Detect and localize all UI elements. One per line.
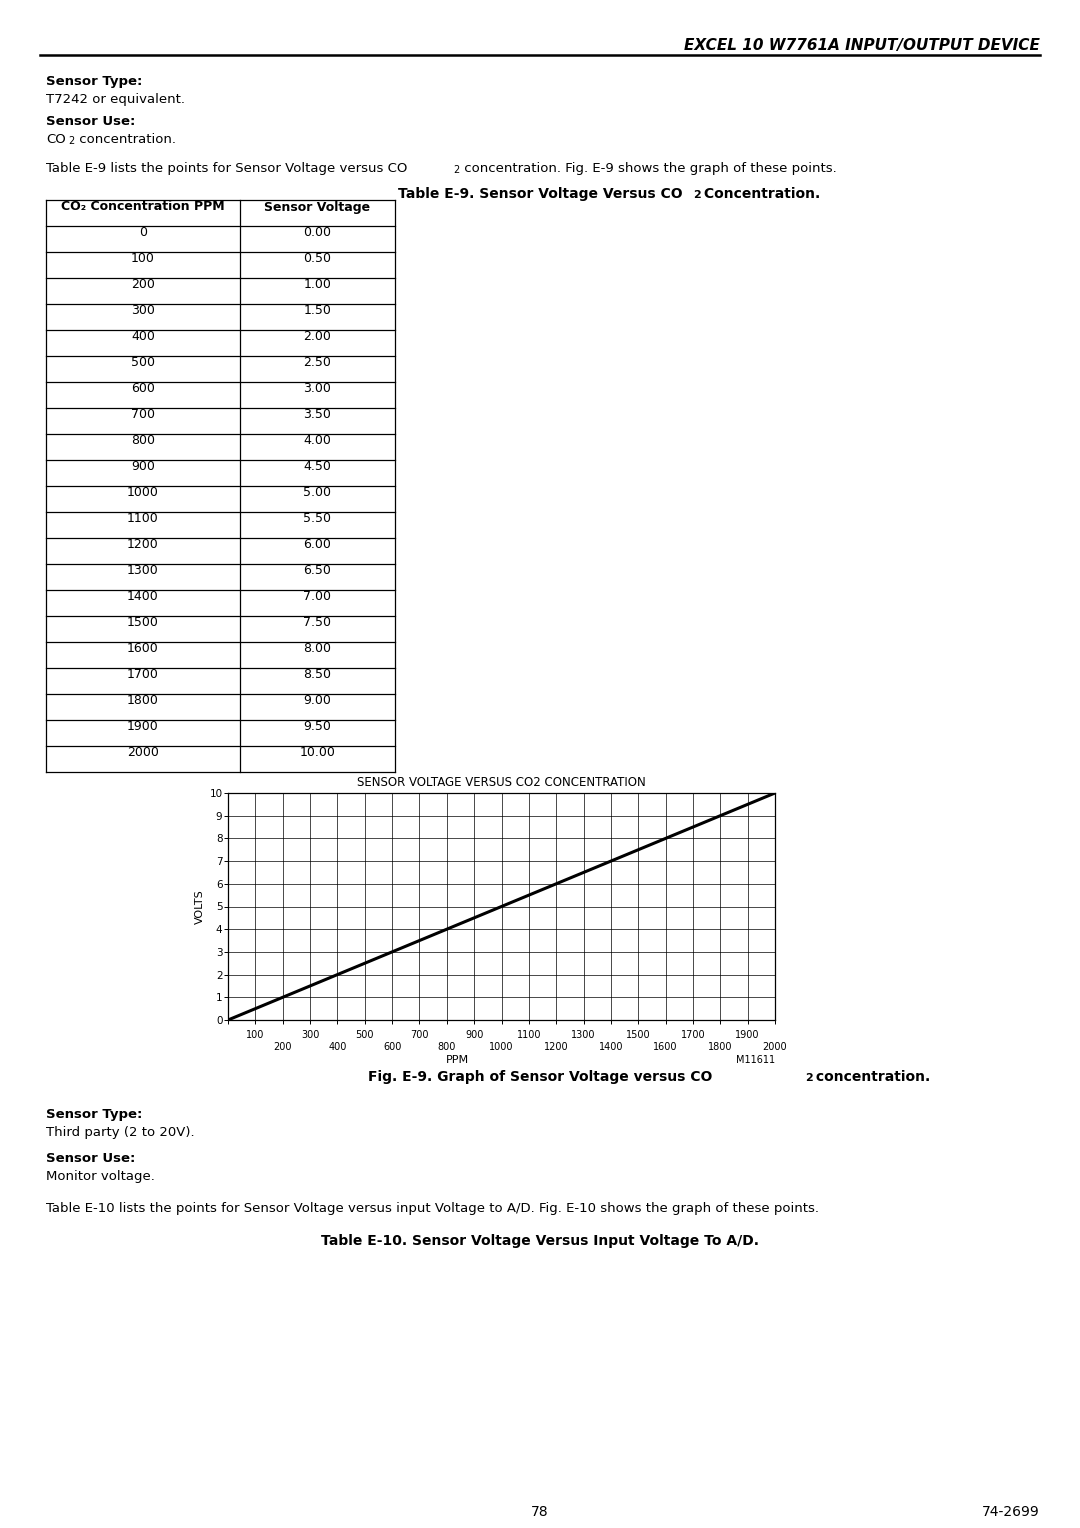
Text: 400: 400: [131, 330, 154, 344]
Text: 2.00: 2.00: [303, 330, 332, 344]
Text: 5.00: 5.00: [303, 486, 332, 500]
Text: 700: 700: [131, 408, 156, 422]
Text: 3.50: 3.50: [303, 408, 332, 422]
Text: 1800: 1800: [127, 695, 159, 707]
Text: 800: 800: [437, 1042, 456, 1051]
Text: Table E-10. Sensor Voltage Versus Input Voltage To A/D.: Table E-10. Sensor Voltage Versus Input …: [321, 1235, 759, 1248]
Text: 2.50: 2.50: [303, 356, 332, 370]
Text: 1500: 1500: [127, 616, 159, 630]
Text: Sensor Type:: Sensor Type:: [46, 75, 143, 89]
Text: 1300: 1300: [127, 564, 159, 578]
Text: 78: 78: [531, 1505, 549, 1519]
Text: 600: 600: [383, 1042, 402, 1051]
Text: T7242 or equivalent.: T7242 or equivalent.: [46, 93, 185, 105]
Text: Table E-9 lists the points for Sensor Voltage versus CO: Table E-9 lists the points for Sensor Vo…: [46, 162, 407, 176]
Text: Table E-10 lists the points for Sensor Voltage versus input Voltage to A/D. Fig.: Table E-10 lists the points for Sensor V…: [46, 1203, 819, 1215]
Text: 0: 0: [139, 226, 147, 240]
Text: 300: 300: [131, 304, 154, 318]
Text: 1000: 1000: [127, 486, 159, 500]
Text: 900: 900: [131, 460, 154, 474]
Text: 8.50: 8.50: [303, 669, 332, 681]
Text: 2: 2: [68, 136, 75, 147]
Text: 1700: 1700: [680, 1030, 705, 1041]
Text: 1600: 1600: [127, 642, 159, 656]
Text: 1800: 1800: [708, 1042, 732, 1051]
Text: 6.00: 6.00: [303, 538, 332, 552]
Text: 1.50: 1.50: [303, 304, 332, 318]
Text: 500: 500: [131, 356, 156, 370]
Text: 1200: 1200: [544, 1042, 568, 1051]
Text: 1000: 1000: [489, 1042, 514, 1051]
Text: 1500: 1500: [626, 1030, 650, 1041]
Text: Table E-9. Sensor Voltage Versus CO: Table E-9. Sensor Voltage Versus CO: [397, 186, 683, 202]
Text: 400: 400: [328, 1042, 347, 1051]
Text: 5.50: 5.50: [303, 512, 332, 526]
Text: CO₂ Concentration PPM: CO₂ Concentration PPM: [62, 200, 225, 214]
Text: 100: 100: [131, 252, 154, 266]
Text: Sensor Type:: Sensor Type:: [46, 1108, 143, 1122]
Text: 1.00: 1.00: [303, 278, 332, 292]
Text: 0.00: 0.00: [303, 226, 332, 240]
Text: 200: 200: [273, 1042, 292, 1051]
Text: 300: 300: [301, 1030, 320, 1041]
Text: 1400: 1400: [127, 590, 159, 604]
Text: 600: 600: [131, 382, 154, 396]
Text: 2000: 2000: [127, 747, 159, 759]
Text: 6.50: 6.50: [303, 564, 332, 578]
Text: 4.50: 4.50: [303, 460, 332, 474]
Text: 2: 2: [805, 1073, 813, 1083]
Text: 1100: 1100: [127, 512, 159, 526]
Text: 200: 200: [131, 278, 154, 292]
Text: 1700: 1700: [127, 669, 159, 681]
Text: Sensor Use:: Sensor Use:: [46, 1152, 135, 1164]
Text: Sensor Voltage: Sensor Voltage: [265, 200, 370, 214]
Text: PPM: PPM: [446, 1054, 470, 1065]
Text: 1200: 1200: [127, 538, 159, 552]
Text: 1600: 1600: [653, 1042, 678, 1051]
Text: 1100: 1100: [516, 1030, 541, 1041]
Text: 1300: 1300: [571, 1030, 596, 1041]
Text: 700: 700: [410, 1030, 429, 1041]
Text: 8.00: 8.00: [303, 642, 332, 656]
Text: 2: 2: [693, 189, 701, 200]
Text: 2: 2: [453, 165, 459, 176]
Text: EXCEL 10 W7761A INPUT/OUTPUT DEVICE: EXCEL 10 W7761A INPUT/OUTPUT DEVICE: [684, 38, 1040, 53]
Text: Concentration.: Concentration.: [699, 186, 820, 202]
Text: Sensor Use:: Sensor Use:: [46, 115, 135, 128]
Text: 3.00: 3.00: [303, 382, 332, 396]
Text: 10.00: 10.00: [299, 747, 336, 759]
Text: concentration.: concentration.: [811, 1070, 930, 1083]
Text: Monitor voltage.: Monitor voltage.: [46, 1170, 154, 1183]
Text: 100: 100: [246, 1030, 265, 1041]
Text: 1900: 1900: [735, 1030, 760, 1041]
Text: 0.50: 0.50: [303, 252, 332, 266]
Text: concentration. Fig. E-9 shows the graph of these points.: concentration. Fig. E-9 shows the graph …: [460, 162, 837, 176]
Text: 7.50: 7.50: [303, 616, 332, 630]
Text: 74-2699: 74-2699: [982, 1505, 1040, 1519]
Text: M11611: M11611: [735, 1054, 775, 1065]
Text: concentration.: concentration.: [75, 133, 176, 147]
Text: 7.00: 7.00: [303, 590, 332, 604]
Text: 9.00: 9.00: [303, 695, 332, 707]
Text: 500: 500: [355, 1030, 374, 1041]
Text: 9.50: 9.50: [303, 721, 332, 733]
Text: CO: CO: [46, 133, 66, 147]
Y-axis label: VOLTS: VOLTS: [195, 889, 205, 924]
Text: 1900: 1900: [127, 721, 159, 733]
Text: 1400: 1400: [598, 1042, 623, 1051]
Text: Fig. E-9. Graph of Sensor Voltage versus CO: Fig. E-9. Graph of Sensor Voltage versus…: [368, 1070, 712, 1083]
Text: 900: 900: [465, 1030, 484, 1041]
Text: Third party (2 to 20V).: Third party (2 to 20V).: [46, 1126, 194, 1138]
Title: SENSOR VOLTAGE VERSUS CO2 CONCENTRATION: SENSOR VOLTAGE VERSUS CO2 CONCENTRATION: [357, 776, 646, 788]
Text: 800: 800: [131, 434, 156, 448]
Text: 4.00: 4.00: [303, 434, 332, 448]
Text: 2000: 2000: [762, 1042, 787, 1051]
